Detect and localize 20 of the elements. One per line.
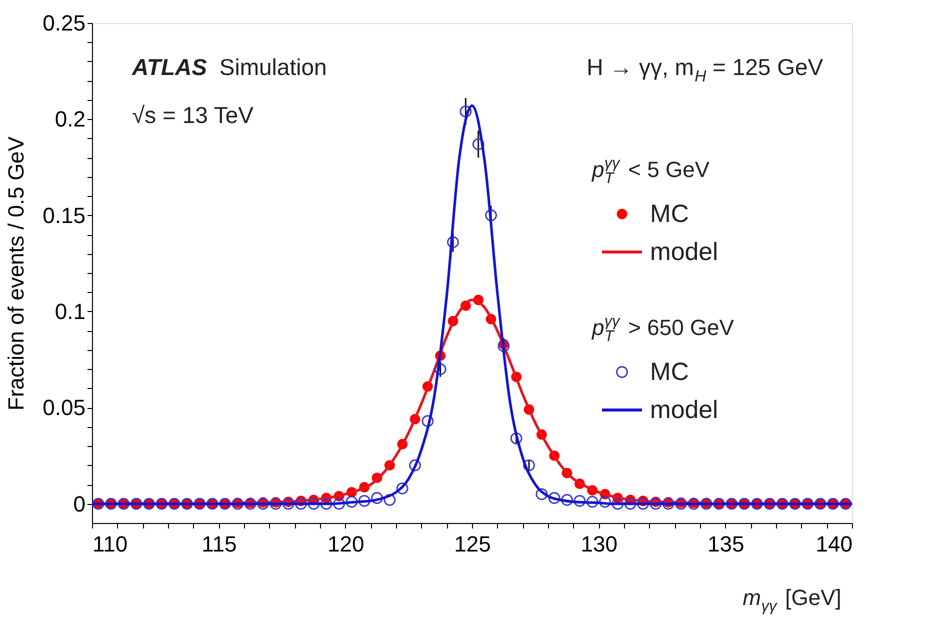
y-tick-label: 0.05 bbox=[42, 395, 86, 420]
y-tick-label: 0 bbox=[73, 491, 86, 516]
annotation: √s = 13 TeV bbox=[132, 102, 254, 128]
y-tick-label: 0.15 bbox=[42, 202, 86, 228]
x-tick-label: 140 bbox=[816, 532, 852, 556]
x-tick-label: 130 bbox=[580, 532, 618, 556]
y-tick-label: 0.25 bbox=[42, 10, 86, 36]
legend-label: MC bbox=[650, 200, 689, 228]
y-axis-title: Fraction of events / 0.5 GeV bbox=[4, 136, 29, 410]
legend-label: MC bbox=[650, 358, 689, 386]
x-tick-label: 110 bbox=[92, 532, 128, 556]
legend-label: model bbox=[650, 238, 718, 266]
x-tick-label: 120 bbox=[327, 532, 364, 556]
y-tick-label: 0.1 bbox=[54, 298, 86, 324]
legend-label: model bbox=[650, 396, 718, 424]
x-tick-label: 135 bbox=[707, 532, 744, 556]
x-tick-label: 125 bbox=[454, 532, 491, 556]
y-tick-label: 0.2 bbox=[54, 106, 86, 132]
annotation: ATLAS Simulation bbox=[131, 54, 327, 80]
x-tick-label: 115 bbox=[202, 532, 237, 556]
